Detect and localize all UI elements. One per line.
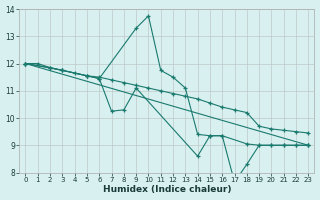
- X-axis label: Humidex (Indice chaleur): Humidex (Indice chaleur): [103, 185, 231, 194]
